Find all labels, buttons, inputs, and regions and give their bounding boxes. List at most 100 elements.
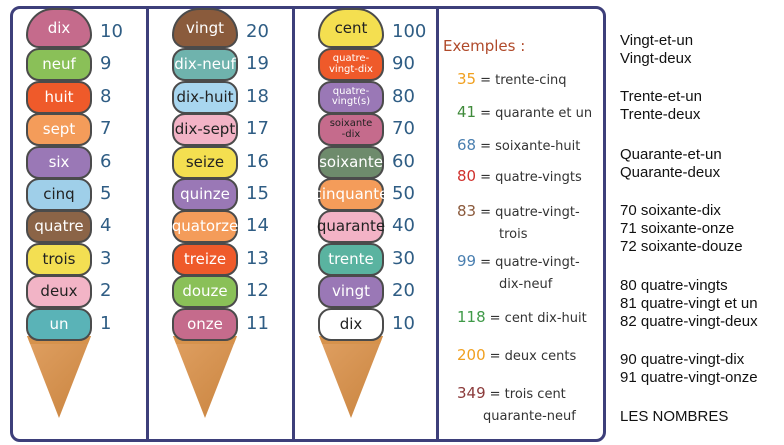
scoop-trois: trois — [26, 242, 92, 276]
scoop-dix-huit: dix-huit — [172, 80, 238, 114]
scoop-vingt: vingt — [318, 275, 384, 309]
scoop-quinze: quinze — [172, 178, 238, 211]
side-list-line: LES NOMBRES — [620, 408, 729, 425]
scoop-number: 10 — [100, 21, 123, 42]
side-list-line: Quarante-deux — [620, 164, 721, 181]
scoop-huit: huit — [26, 80, 92, 114]
side-list-line: Quarante-et-un — [620, 146, 722, 163]
scoop-dix: dix — [26, 8, 92, 48]
scoop-number: 18 — [246, 85, 269, 107]
scoop-soixante: soixante — [318, 145, 384, 179]
scoop-sept: sept — [26, 113, 92, 147]
scoop-treize: treize — [172, 242, 238, 276]
example-number: 41 — [457, 103, 477, 121]
scoop-number: 10 — [392, 312, 415, 334]
scoop-quatre-vingts: quatre- vingt(s) — [318, 80, 384, 114]
example-number: 118 — [457, 308, 486, 326]
example-text: = trois cent — [489, 387, 566, 402]
side-list-line: 72 soixante-douze — [620, 238, 743, 255]
scoop-un: un — [26, 307, 92, 341]
side-list-line: 82 quatre-vingt-deux — [620, 313, 758, 330]
example-text: = quatre-vingt- — [480, 255, 580, 270]
scoop-deux: deux — [26, 275, 92, 309]
scoop-seize: seize — [172, 145, 238, 179]
column-divider — [292, 9, 295, 439]
scoop-quatorze: quatorze — [172, 210, 238, 244]
example-number: 35 — [457, 70, 477, 88]
example-number: 80 — [457, 167, 477, 185]
example-number: 83 — [457, 202, 477, 220]
scoop-number: 12 — [246, 280, 269, 302]
side-list-line: Vingt-et-un — [620, 32, 694, 49]
scoop-dix-sept: dix-sept — [172, 113, 238, 147]
scoop-number: 14 — [246, 215, 269, 237]
example-text: = cent dix-huit — [489, 311, 587, 326]
example-item: 200 = deux cents — [457, 344, 576, 368]
number-chart-board — [10, 6, 606, 442]
example-text: = deux cents — [489, 349, 577, 364]
example-item: 99 = quatre-vingt-dix-neuf — [457, 250, 580, 296]
example-text-continued: quarante-neuf — [483, 409, 576, 424]
scoop-dix-neuf: dix-neuf — [172, 48, 238, 82]
scoop-number: 15 — [246, 183, 269, 204]
scoop-number: 50 — [392, 183, 415, 204]
example-item: 349 = trois cent quarante-neuf — [457, 382, 576, 428]
scoop-cinq: cinq — [26, 178, 92, 211]
scoop-number: 19 — [246, 53, 269, 75]
scoop-number: 16 — [246, 150, 269, 172]
example-number: 99 — [457, 252, 477, 270]
scoop-number: 4 — [100, 215, 112, 237]
scoop-douze: douze — [172, 275, 238, 309]
scoop-number: 20 — [392, 280, 415, 302]
scoop-number: 7 — [100, 118, 112, 140]
scoop-number: 80 — [392, 85, 415, 107]
example-item: 80 = quatre-vingts — [457, 165, 582, 189]
scoop-number: 6 — [100, 150, 112, 172]
example-item: 41 = quarante et un — [457, 101, 592, 125]
scoop-six: six — [26, 145, 92, 179]
side-list-line: 80 quatre-vingts — [620, 277, 728, 294]
scoop-number: 70 — [392, 118, 415, 140]
scoop-vingt: vingt — [172, 8, 238, 48]
example-item: 35 = trente-cinq — [457, 68, 567, 92]
example-item: 118 = cent dix-huit — [457, 306, 587, 330]
examples-title: Exemples : — [443, 37, 526, 55]
side-list-line: Trente-deux — [620, 106, 701, 123]
scoop-quatre-vingt-dix: quatre- vingt-dix — [318, 48, 384, 82]
scoop-number: 20 — [246, 21, 269, 42]
scoop-number: 3 — [100, 247, 112, 269]
side-list-line: 81 quatre-vingt et un — [620, 295, 758, 312]
column-divider — [146, 9, 149, 439]
scoop-number: 5 — [100, 183, 112, 204]
scoop-soixante-dix: soixante -dix — [318, 113, 384, 147]
scoop-number: 100 — [392, 21, 427, 42]
side-list-line: 90 quatre-vingt-dix — [620, 351, 745, 368]
example-text: = quatre-vingts — [480, 170, 582, 185]
scoop-number: 40 — [392, 215, 415, 237]
scoop-dix: dix — [318, 307, 384, 341]
example-text-continued: trois — [499, 227, 528, 242]
side-list-line: 70 soixante-dix — [620, 202, 721, 219]
scoop-quarante: quarante — [317, 210, 385, 244]
example-text: = soixante-huit — [480, 139, 581, 154]
example-number: 68 — [457, 136, 477, 154]
scoop-number: 17 — [246, 118, 269, 140]
scoop-onze: onze — [172, 307, 238, 341]
scoop-number: 9 — [100, 53, 112, 75]
side-list-line: 91 quatre-vingt-onze — [620, 369, 758, 386]
scoop-number: 90 — [392, 53, 415, 75]
example-number: 349 — [457, 384, 486, 402]
scoop-cinquante: cinquante — [314, 178, 388, 211]
side-list-line: Trente-et-un — [620, 88, 702, 105]
example-number: 200 — [457, 346, 486, 364]
scoop-cent: cent — [318, 8, 384, 48]
example-item: 68 = soixante-huit — [457, 134, 580, 158]
example-text-continued: dix-neuf — [499, 277, 553, 292]
side-list-line: 71 soixante-onze — [620, 220, 735, 237]
scoop-number: 11 — [246, 312, 269, 334]
scoop-number: 8 — [100, 85, 112, 107]
scoop-number: 60 — [392, 150, 415, 172]
side-list-line: Vingt-deux — [620, 50, 692, 67]
scoop-number: 30 — [392, 247, 415, 269]
scoop-trente: trente — [318, 242, 384, 276]
